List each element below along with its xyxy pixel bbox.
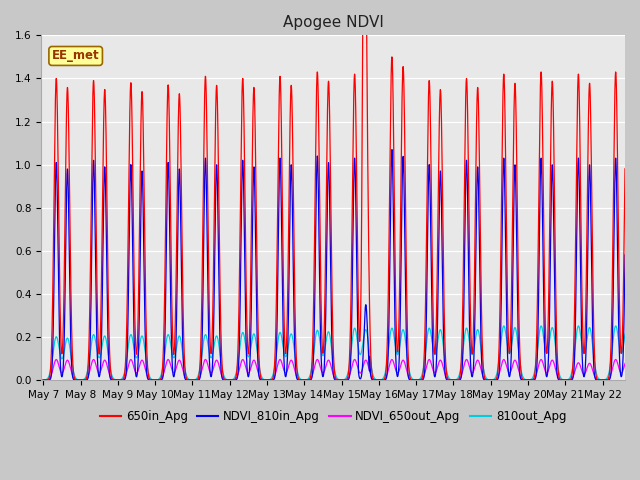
Text: EE_met: EE_met [52, 49, 99, 62]
Legend: 650in_Apg, NDVI_810in_Apg, NDVI_650out_Apg, 810out_Apg: 650in_Apg, NDVI_810in_Apg, NDVI_650out_A… [95, 405, 572, 428]
Title: Apogee NDVI: Apogee NDVI [283, 15, 383, 30]
